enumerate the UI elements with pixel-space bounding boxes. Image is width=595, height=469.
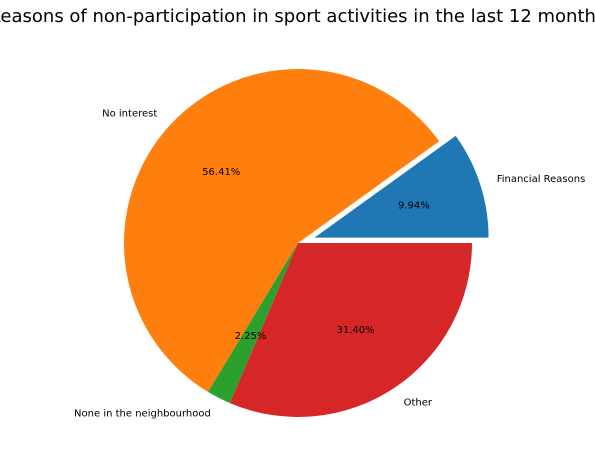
slice-label-financial-reasons: Financial Reasons — [497, 174, 586, 185]
pie-slice-no-interest — [124, 69, 440, 392]
slice-label-no-interest: No interest — [102, 108, 157, 119]
slice-label-none-in-the-neighbourhood: None in the neighbourhood — [74, 408, 211, 419]
pie-slice-other — [229, 243, 472, 417]
pct-label-none-in-the-neighbourhood: 2.25% — [235, 331, 267, 342]
pct-label-no-interest: 56.41% — [202, 167, 240, 178]
labels-layer: Financial Reasons 9.94% No interest 56.41% N… — [74, 108, 585, 419]
slice-label-other: Other — [404, 398, 433, 409]
pie-slice-financial-reasons — [314, 135, 489, 238]
chart-title: Reasons of non-participation in sport ac… — [0, 6, 595, 27]
slices-layer — [124, 69, 489, 417]
pie-slice-none-in-the-neighbourhood — [208, 243, 298, 404]
pct-label-financial-reasons: 9.94% — [398, 201, 430, 212]
pct-label-other: 31.40% — [337, 325, 375, 336]
